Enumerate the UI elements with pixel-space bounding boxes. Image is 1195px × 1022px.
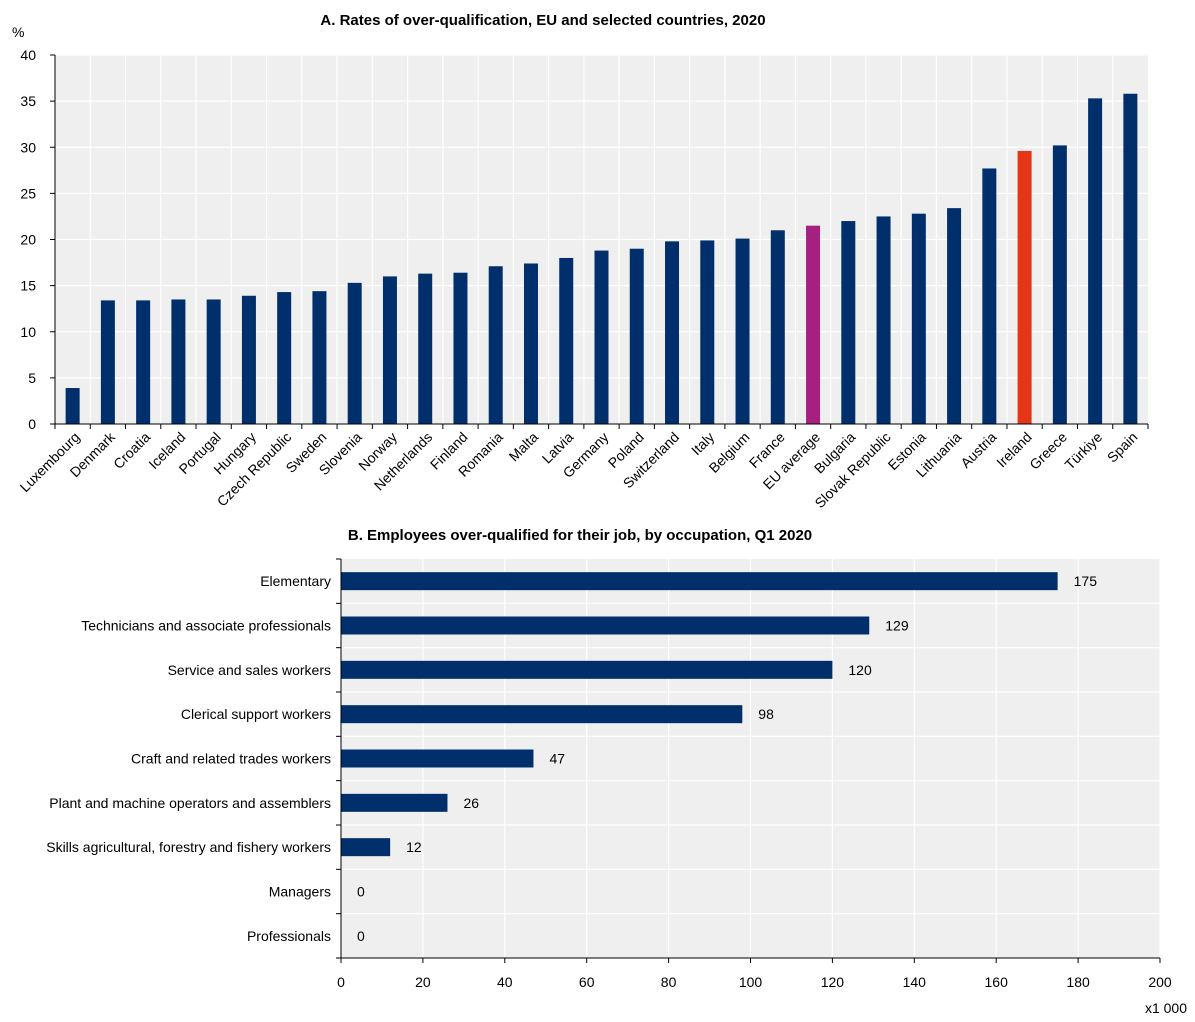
panel-b-bar [341, 572, 1058, 591]
panel-a-bar [523, 263, 538, 424]
panel-b-x-tick-label: 200 [1148, 974, 1172, 990]
panel-b-bar [341, 838, 391, 857]
panel-a-bar [806, 225, 821, 424]
panel-b-data-label: 120 [848, 662, 872, 678]
panel-a-bar [770, 230, 785, 424]
panel-a-title: A. Rates of over-qualification, EU and s… [320, 12, 765, 29]
panel-a-y-tick-label: 35 [20, 93, 36, 109]
panel-a-bar [876, 216, 891, 424]
panel-b-bar [341, 749, 534, 768]
panel-b-x-tick-label: 180 [1066, 974, 1090, 990]
panel-a-y-tick-label: 0 [28, 416, 36, 432]
panel-a-bar [65, 388, 80, 424]
panel-b-x-tick-label: 40 [497, 974, 513, 990]
panel-b-x-tick-label: 120 [821, 974, 845, 990]
panel-a-bar [629, 248, 644, 424]
panel-b-x-tick-label: 140 [903, 974, 927, 990]
panel-b-x-tick-label: 0 [337, 974, 345, 990]
panel-b-data-label: 0 [357, 928, 365, 944]
panel-a-bar [982, 168, 997, 424]
panel-a-y-unit: % [12, 24, 24, 40]
panel-a-bar [594, 250, 609, 424]
panel-b-data-label: 26 [463, 795, 479, 811]
panel-a-bar [453, 272, 468, 424]
panel-b-bar [341, 793, 448, 812]
panel-a-bar [347, 282, 362, 424]
panel-a-bar [559, 257, 574, 424]
panel-a-bar [241, 295, 256, 424]
panel-a-category-label: Türkiye [1061, 429, 1105, 473]
panel-b-category-label: Managers [269, 884, 331, 900]
panel-b-bar [341, 660, 833, 679]
panel-b-category-label: Technicians and associate professionals [81, 618, 331, 634]
panel-b-data-label: 129 [885, 618, 909, 634]
panel-b-category-label: Elementary [260, 573, 331, 589]
panel-b-x-tick-label: 100 [739, 974, 763, 990]
panel-b-category-label: Skills agricultural, forestry and fisher… [46, 839, 331, 855]
panel-a-bar [312, 291, 327, 424]
panel-a-bar [1017, 150, 1032, 424]
panel-a-y-tick-label: 15 [20, 278, 36, 294]
panel-a-gridlines [55, 54, 1148, 424]
panel-a-bar [418, 273, 433, 424]
panel-b-axes: 0 20 40 60 80 100 120 140 160 180 200ElementaryTec… [46, 558, 1172, 990]
panel-b-data-label: 175 [1074, 573, 1098, 589]
panel-b-x-tick-label: 80 [661, 974, 677, 990]
panel-a-bar [911, 213, 926, 424]
panel-b-x-tick-label: 160 [985, 974, 1009, 990]
panel-b-x-unit: x1 000 [1145, 1000, 1187, 1016]
panel-a-bar [947, 208, 962, 424]
panel-b-data-label: 12 [406, 839, 422, 855]
panel-a-bar [735, 238, 750, 424]
panel-b-x-tick-label: 20 [415, 974, 431, 990]
panel-a-bar [1088, 98, 1103, 425]
panel-b-bar [341, 705, 743, 724]
panel-a-bar [488, 266, 503, 424]
panel-a-category-label: Greece [1026, 429, 1070, 473]
panel-a-category-label: Croatia [110, 429, 153, 472]
panel-a-bar [382, 276, 397, 424]
panel-a-y-tick-label: 30 [20, 139, 36, 155]
panel-b-x-tick-label: 60 [579, 974, 595, 990]
panel-b-data-label: 47 [549, 751, 565, 767]
panel-b-category-label: Service and sales workers [168, 662, 331, 678]
panel-a-y-tick-label: 5 [28, 370, 36, 386]
panel-b-gridlines [341, 559, 1161, 958]
panel-a-category-label: Malta [506, 429, 542, 465]
panel-a-bar [206, 299, 221, 424]
panel-a-y-tick-label: 40 [20, 47, 36, 63]
panel-b-title: B. Employees over-qualified for their jo… [348, 527, 812, 544]
panel-a-y-tick-label: 20 [20, 232, 36, 248]
panel-a-category-label: Italy [688, 429, 717, 458]
panel-a-bar [1123, 93, 1138, 425]
panel-b-data-label: 98 [758, 706, 774, 722]
panel-a-y-tick-label: 25 [20, 185, 36, 201]
panel-a-bar [136, 300, 151, 424]
panel-a-category-label: Austria [957, 429, 999, 471]
panel-a-bar [1052, 145, 1067, 424]
panel-b-data-label: 0 [357, 884, 365, 900]
panel-a-bars [65, 93, 1138, 425]
panel-a-category-label: Spain [1104, 429, 1141, 466]
panel-a-bar [665, 241, 680, 424]
panel-a-chart: 0510152025303540LuxembourgDenmarkCroatia… [12, 12, 1149, 511]
panel-a-y-tick-label: 10 [20, 324, 36, 340]
panel-b-category-label: Craft and related trades workers [131, 751, 331, 767]
panel-b-category-label: Plant and machine operators and assemble… [49, 795, 331, 811]
panel-a-bar [700, 240, 715, 424]
panel-a-bar [100, 300, 115, 424]
panel-b-category-label: Professionals [247, 928, 331, 944]
panel-b-bar [341, 616, 870, 635]
panel-a-bar [171, 299, 186, 424]
panel-b-category-label: Clerical support workers [181, 706, 331, 722]
panel-a-bar [277, 292, 292, 424]
panel-a-bar [841, 221, 856, 424]
